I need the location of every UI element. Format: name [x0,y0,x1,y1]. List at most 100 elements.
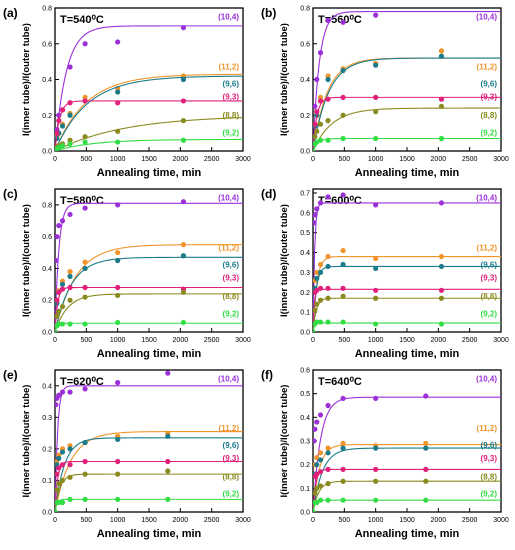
data-point [314,471,320,477]
data-point [165,458,171,465]
data-point [438,96,445,102]
data-point [373,478,379,484]
x-tick-label: 500 [338,156,350,163]
temperature-annotation: T=620⁰C [60,376,104,388]
fit-curve [313,468,501,512]
data-point [67,141,73,147]
data-point [313,103,318,109]
fit-curve [313,11,501,151]
y-tick-label: 0.2 [42,298,52,305]
data-point [67,496,73,502]
series-label: (9,2) [481,489,498,498]
data-point [317,483,324,489]
fit-curve [55,473,243,512]
y-tick-label: 0.2 [300,113,310,120]
data-point [59,389,66,395]
data-point [438,48,445,54]
x-tick-label: 2500 [204,517,220,524]
y-axis-label: I(inner tube)/I(outer tube) [279,385,290,498]
fit-curve [313,480,501,512]
data-point [438,253,445,260]
data-point [67,389,73,395]
data-point [373,395,379,401]
data-point [314,462,320,468]
data-point [438,200,445,206]
fit-curve [313,96,501,151]
data-point [180,137,187,143]
data-point [115,292,121,299]
fit-curve [55,460,243,512]
y-tick-label: 0.0 [42,149,52,156]
data-point [313,307,318,313]
data-point [67,462,73,468]
data-point [423,440,429,446]
data-point [313,329,316,332]
data-point [373,295,379,301]
series-label: (9,6) [481,441,498,450]
series-label: (10,4) [218,374,239,383]
data-point [340,445,346,451]
data-point [55,509,58,512]
y-tick-label: 0.1 [300,486,310,493]
data-point [82,439,88,446]
y-tick-label: 0.8 [42,202,52,209]
data-point [67,474,73,480]
chart-panel-b: 0 500 1000 1500 2000 2500 3000 0.0 0.2 0.4 0.6 0.8 A… [261,6,509,180]
x-tick-label: 1500 [399,517,415,524]
panel-label: (f) [261,368,273,382]
data-point [67,112,73,118]
y-tick-label: 0.2 [42,113,52,120]
data-point [115,89,121,95]
fit-curve [55,138,243,151]
data-point [313,509,316,512]
fit-curve [313,297,501,332]
data-point [313,490,318,496]
series-label: (9,3) [223,93,240,102]
data-point [82,259,88,265]
data-point [165,496,171,502]
data-point [313,220,317,226]
data-point [317,469,324,475]
x-axis-label: Annealing time, min [97,167,202,179]
data-point [314,206,320,212]
series-label: (8,8) [481,111,498,120]
data-point [82,139,88,145]
series-label: (8,8) [481,472,498,481]
data-point [423,466,429,472]
chart-panel-c: 0 500 1000 1500 2000 2500 3000 0.0 0.2 0.4 0.6 0.8 A… [3,187,251,360]
y-axis-label: I(inner tube)/I(outer tube) [279,204,290,317]
series-label: (9,3) [223,454,240,463]
data-point [373,255,379,262]
x-tick-label: 1500 [141,156,157,163]
x-tick-label: 1500 [399,337,415,344]
data-point [438,135,445,142]
y-axis-label: I(inner tube)/I(outer tube) [21,385,32,498]
data-point [165,433,171,439]
series-label: (9,6) [481,80,498,89]
series-label: (8,8) [223,292,240,301]
chart-panel-f: 0 500 1000 1500 2000 2500 3000 0.0 0.1 0.2 0.3 0.4 0… [261,368,509,541]
data-point [313,438,317,444]
data-point [313,134,318,140]
x-tick-label: 1000 [368,517,384,524]
data-point [317,285,324,291]
temperature-annotation: T=600⁰C [318,195,362,207]
fit-curve [313,447,501,512]
data-point [59,449,66,455]
data-point [56,308,62,314]
data-point [317,319,324,325]
x-tick-label: 2500 [204,156,220,163]
data-point [314,319,320,325]
data-point [82,471,88,477]
y-tick-label: 0.0 [42,330,52,337]
fit-curve [55,293,243,332]
data-point [317,450,324,456]
fit-curve [313,202,501,332]
x-tick-label: 3000 [235,337,251,344]
data-point [438,103,445,109]
data-point [59,286,66,292]
data-point [373,202,379,208]
y-tick-label: 0.6 [300,368,310,375]
x-tick-label: 0 [53,156,57,163]
